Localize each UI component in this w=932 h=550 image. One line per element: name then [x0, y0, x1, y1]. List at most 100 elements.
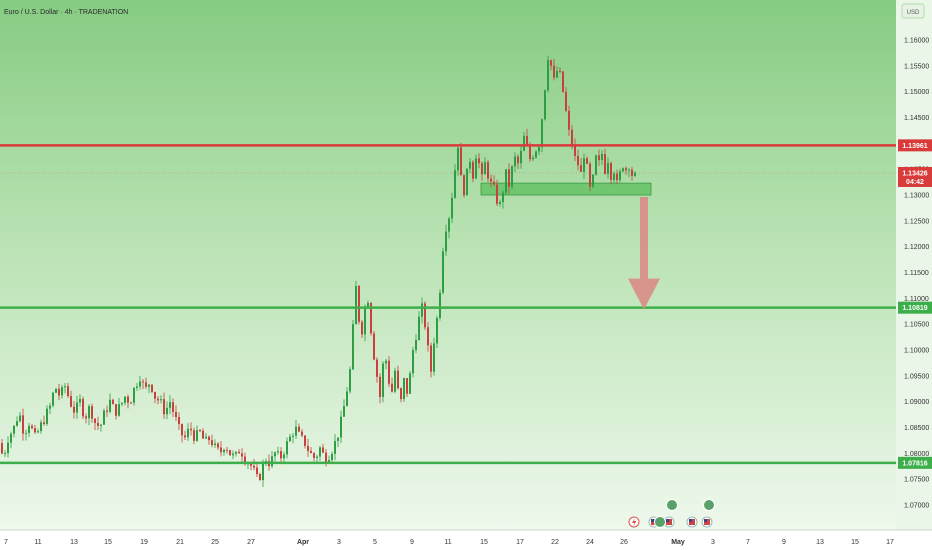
candle-body [148, 384, 150, 387]
flash-icon-bolt [632, 518, 637, 527]
candle-body [622, 168, 624, 172]
currency-badge[interactable]: USD [901, 3, 925, 19]
time-tick-label: 26 [620, 539, 628, 546]
candle-body [169, 402, 171, 408]
candle-body [286, 441, 288, 455]
candle-body [130, 402, 132, 404]
candle-body [496, 184, 498, 204]
time-tick-label: 11 [34, 539, 41, 546]
time-tick-label: Apr [297, 539, 309, 546]
candle-body [532, 157, 534, 160]
candle-body [106, 410, 108, 412]
candle-body [175, 411, 177, 418]
candle-body [232, 453, 234, 456]
price-tick-label: 1.16000 [904, 38, 929, 45]
candle-body [364, 308, 366, 335]
candle-body [340, 416, 342, 438]
event-marker-icon[interactable] [666, 499, 678, 511]
candle-body [613, 173, 615, 180]
candle-body [154, 391, 156, 399]
candle-body [433, 343, 435, 372]
flag-icon[interactable] [686, 516, 698, 528]
candle-body [394, 370, 396, 392]
candle-body [184, 435, 186, 438]
time-tick-label: 9 [782, 539, 786, 546]
candle-body [139, 381, 141, 387]
price-tick-label: 1.10500 [904, 322, 929, 329]
candle-body [604, 153, 606, 174]
level-tag [898, 456, 932, 469]
candle-body [160, 399, 162, 401]
candle-body [484, 162, 486, 175]
candle-body [607, 162, 609, 174]
candle-body [4, 453, 6, 455]
candle-body [397, 370, 399, 389]
candle-body [376, 359, 378, 377]
candle-body [580, 165, 582, 172]
candle-body [391, 383, 393, 392]
candle-body [418, 316, 420, 340]
candle-body [178, 417, 180, 424]
bottom-event-icons[interactable] [628, 499, 715, 528]
level-tag-label: 1.10819 [902, 305, 927, 312]
candle-body [598, 155, 600, 161]
flag-icon-canton [666, 519, 669, 522]
chart-title: Euro / U.S. Dollar · 4h · TRADENATION [4, 9, 128, 16]
candle-body [367, 303, 369, 309]
candle-body [205, 436, 207, 439]
currency-badge-label: USD [907, 10, 920, 16]
candle-body [127, 396, 129, 403]
candle-body [13, 425, 15, 434]
time-tick-label: May [671, 539, 685, 546]
candle-body [211, 440, 213, 446]
candle-body [295, 426, 297, 436]
candle-body [505, 169, 507, 193]
candle-body [334, 441, 336, 454]
candle-body [445, 231, 447, 252]
price-tick-label: 1.08500 [904, 425, 929, 432]
candle-body [79, 398, 81, 403]
event-marker-icon[interactable] [654, 516, 666, 528]
candle-body [466, 168, 468, 196]
candle-body [424, 303, 426, 328]
candle-body [634, 172, 636, 176]
candle-body [253, 465, 255, 468]
candle-body [115, 404, 117, 416]
flash-icon[interactable] [628, 516, 640, 528]
time-tick-label: 25 [211, 539, 219, 546]
candle-body [70, 396, 72, 407]
current-price-label: 1.13426 [902, 170, 927, 177]
candle-body [568, 110, 570, 130]
current-price-tag-box [898, 166, 932, 187]
time-tick-label: 15 [104, 539, 112, 546]
flag-icon-canton [704, 519, 707, 522]
candle-body [94, 418, 96, 424]
event-marker-icon[interactable] [703, 499, 715, 511]
candle-body [415, 339, 417, 351]
time-tick-label: 15 [851, 539, 859, 546]
candle-body [100, 424, 102, 426]
candle-body [304, 435, 306, 446]
flag-icon[interactable] [701, 516, 713, 528]
candle-body [67, 386, 69, 397]
candle-body [142, 381, 144, 383]
candle-body [511, 166, 513, 187]
time-tick-label: 15 [480, 539, 488, 546]
candle-body [379, 376, 381, 397]
candle-body [235, 451, 237, 454]
candle-body [328, 460, 330, 464]
candle-body [523, 136, 525, 151]
event-marker-circle [666, 499, 678, 511]
time-tick-label: 17 [516, 539, 524, 546]
level-tag-label: 1.07816 [902, 460, 927, 467]
candle-body [400, 388, 402, 400]
candle-body [229, 449, 231, 456]
candle-body [454, 170, 456, 198]
candle-body [43, 422, 45, 425]
candle-body [349, 369, 351, 392]
candle-body [538, 147, 540, 152]
candle-body [58, 388, 60, 396]
candle-body [442, 251, 444, 293]
candle-body [562, 71, 564, 92]
candle-body [217, 443, 219, 448]
